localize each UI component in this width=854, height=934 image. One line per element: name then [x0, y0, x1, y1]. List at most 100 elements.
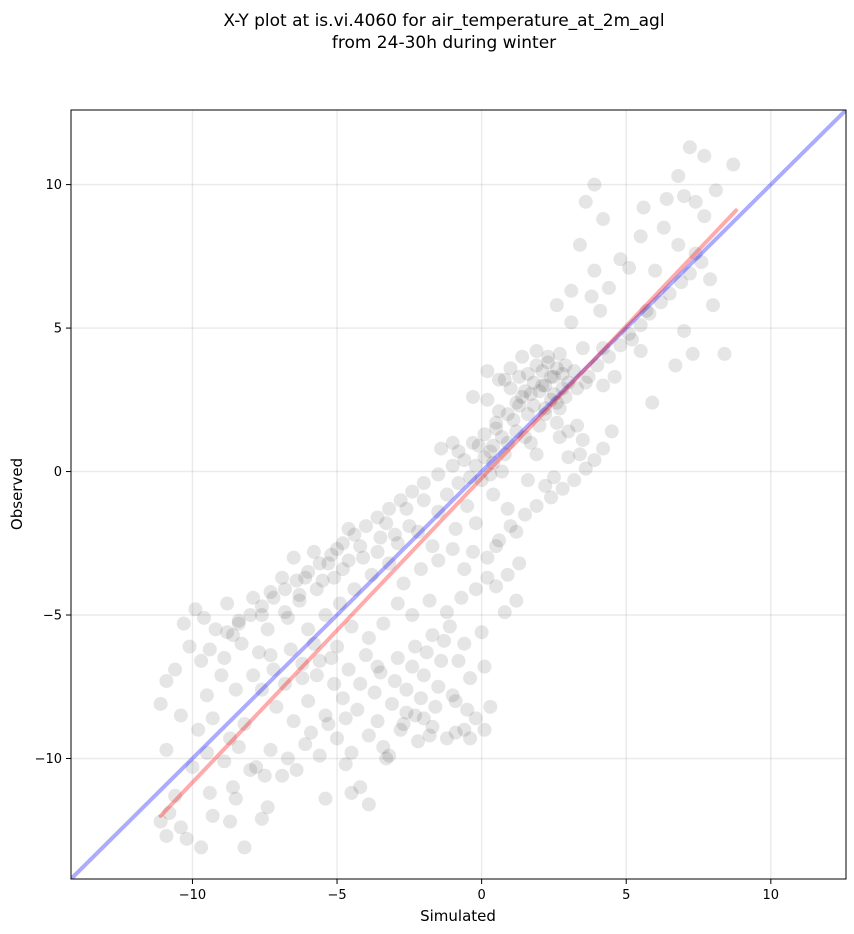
data-point-359	[538, 401, 553, 416]
data-point-243	[306, 636, 321, 651]
data-point-138	[431, 553, 446, 568]
data-point-110	[286, 550, 301, 565]
data-point-125	[217, 651, 232, 666]
data-point-148	[376, 616, 391, 631]
y-tick-label-3: 5	[54, 322, 62, 337]
data-point-95	[416, 493, 431, 508]
data-point-20	[648, 263, 663, 278]
data-point-267	[445, 688, 460, 703]
data-point-284	[578, 461, 593, 476]
data-point-257	[321, 717, 336, 732]
data-point-28	[668, 358, 683, 373]
data-point-301	[613, 338, 628, 353]
data-point-64	[465, 389, 480, 404]
data-point-163	[474, 625, 489, 640]
data-point-294	[491, 372, 506, 387]
data-point-72	[572, 447, 587, 462]
data-point-331	[465, 435, 480, 450]
data-point-141	[468, 582, 483, 597]
data-point-230	[159, 674, 174, 689]
data-point-368	[509, 424, 524, 439]
data-point-320	[324, 547, 339, 562]
data-point-215	[168, 788, 183, 803]
data-point-214	[202, 785, 217, 800]
data-point-197	[425, 719, 440, 734]
data-point-117	[231, 613, 246, 628]
data-point-362	[506, 412, 521, 427]
data-point-347	[292, 587, 307, 602]
data-point-102	[353, 539, 368, 554]
data-point-75	[486, 438, 501, 453]
data-point-324	[277, 582, 292, 597]
data-point-269	[416, 711, 431, 726]
data-point-281	[544, 490, 559, 505]
data-point-302	[622, 326, 637, 341]
data-point-91	[489, 539, 504, 554]
data-point-304	[642, 306, 657, 321]
data-point-30	[625, 332, 640, 347]
data-point-123	[176, 616, 191, 631]
data-point-115	[254, 608, 269, 623]
data-point-313	[405, 484, 420, 499]
data-point-217	[173, 820, 188, 835]
data-point-63	[480, 392, 495, 407]
data-point-87	[460, 498, 475, 513]
data-point-193	[361, 728, 376, 743]
data-point-256	[304, 725, 319, 740]
data-point-321	[312, 556, 327, 571]
data-point-15	[671, 237, 686, 252]
data-point-101	[370, 544, 385, 559]
data-point-315	[382, 501, 397, 516]
data-point-73	[538, 478, 553, 493]
data-point-322	[301, 564, 316, 579]
data-point-147	[390, 596, 405, 611]
data-point-29	[607, 369, 622, 384]
data-point-329	[220, 625, 235, 640]
data-point-242	[324, 651, 339, 666]
data-point-187	[263, 742, 278, 757]
data-point-334	[500, 407, 515, 422]
data-point-255	[338, 757, 353, 772]
data-point-33	[601, 280, 616, 295]
data-point-24	[717, 346, 732, 361]
data-point-222	[237, 840, 252, 855]
data-points	[153, 140, 741, 855]
data-point-290	[538, 407, 553, 422]
data-point-196	[408, 708, 423, 723]
data-point-177	[223, 731, 238, 746]
data-point-149	[361, 630, 376, 645]
data-point-194	[376, 740, 391, 755]
data-point-318	[347, 527, 362, 542]
data-point-210	[289, 762, 304, 777]
data-point-202	[448, 694, 463, 709]
data-point-237	[246, 668, 261, 683]
data-point-325	[266, 590, 281, 605]
data-point-201	[483, 699, 498, 714]
data-point-351	[552, 346, 567, 361]
data-point-360	[529, 358, 544, 373]
data-point-363	[494, 430, 509, 445]
data-point-31	[639, 303, 654, 318]
data-point-131	[318, 608, 333, 623]
data-point-3	[671, 168, 686, 183]
data-point-211	[275, 768, 290, 783]
data-point-208	[451, 653, 466, 668]
data-point-186	[249, 760, 264, 775]
data-point-103	[341, 521, 356, 536]
data-point-209	[382, 748, 397, 763]
data-point-172	[301, 694, 316, 709]
data-point-126	[234, 636, 249, 651]
data-point-246	[387, 674, 402, 689]
data-point-271	[509, 593, 524, 608]
data-point-232	[182, 639, 197, 654]
data-point-287	[575, 432, 590, 447]
data-point-219	[159, 828, 174, 843]
data-point-27	[633, 344, 648, 359]
data-point-133	[347, 582, 362, 597]
data-point-266	[460, 702, 475, 717]
x-axis-ticks: −10 −5 0 5 10	[179, 879, 779, 903]
data-point-45	[552, 401, 567, 416]
identity-line	[71, 110, 846, 879]
data-point-348	[280, 610, 295, 625]
data-point-268	[428, 699, 443, 714]
